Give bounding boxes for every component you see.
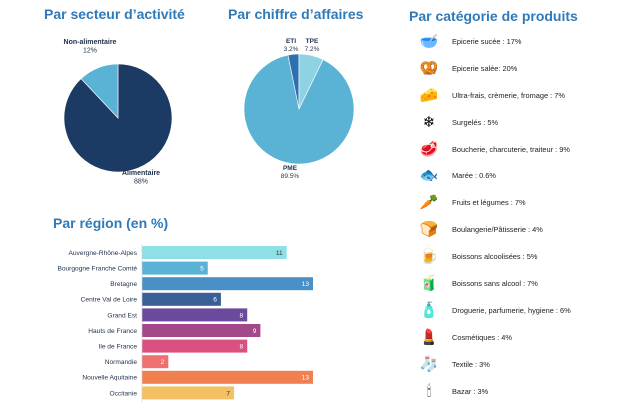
bar-label-grand-est: Grand Est xyxy=(107,312,137,319)
bar-nouvelle-aquitaine xyxy=(142,370,313,384)
bar-value-occitanie: 7 xyxy=(226,390,230,397)
bazar-icon: 🕯 xyxy=(426,381,432,400)
category-label: Fruits et légumes : 7% xyxy=(452,198,526,208)
category-label: Surgelés : 5% xyxy=(452,117,499,127)
bar-grand-est xyxy=(142,308,248,322)
bread-icon: 🍞 xyxy=(419,220,439,239)
pie-label-alimentaire: Alimentaire xyxy=(122,170,160,177)
category-item: 🕯 Bazar : 3% xyxy=(416,378,620,404)
bar-value-bourgogne-franche-comte: 5 xyxy=(200,266,204,273)
bar-normandie xyxy=(142,355,169,369)
juice-icon: 🧃 xyxy=(419,273,439,292)
bar-value-hauts-de-france: 9 xyxy=(253,328,257,335)
category-label: Marée : 0.6% xyxy=(452,171,496,181)
beer-icon: 🍺 xyxy=(419,247,439,266)
category-label: Boissons sans alcool : 7% xyxy=(452,278,538,288)
category-item: 🧃 Boissons sans alcool : 7% xyxy=(416,270,620,297)
product-category-list: 🥣 Epicerie sucée : 17% 🥨 Epicerie salée: 20… xyxy=(416,28,620,404)
vegetables-icon: 🥕 xyxy=(419,193,439,212)
category-item: 🧴 Droguerie, parfumerie, hygiene : 6% xyxy=(416,297,620,324)
bar-hauts-de-france xyxy=(142,324,261,337)
category-label: Cosmétiques : 4% xyxy=(452,332,512,342)
category-label: Droguerie, parfumerie, hygiene : 6% xyxy=(452,305,571,315)
detergent-icon: 🧴 xyxy=(419,300,439,319)
title-chiffre-affaires: Par chiffre d’affaires xyxy=(228,6,364,22)
pie-label-non-alimentaire: Non-alimentaire xyxy=(64,39,117,46)
category-label: Textile : 3% xyxy=(452,359,490,369)
pie-value-pme: 89.5% xyxy=(281,173,300,180)
pie-slice-tpe xyxy=(298,53,324,110)
pie-value-eti: 3.2% xyxy=(284,46,299,53)
lipstick-icon: 💄 xyxy=(419,327,439,346)
pie-value-alimentaire: 88% xyxy=(134,179,148,186)
bar-label-normandie: Normandie xyxy=(105,359,138,366)
category-label: Boucherie, charcuterie, traiteur : 9% xyxy=(452,144,570,154)
bar-label-bretagne: Bretagne xyxy=(110,281,137,288)
meat-icon: 🥩 xyxy=(419,139,439,158)
bar-occitanie xyxy=(142,386,235,400)
pie-secteur: Alimentaire 88% Non-alimentaire 12% xyxy=(64,39,173,186)
textile-icon: 🧦 xyxy=(419,354,439,373)
title-secteur: Par secteur d’activité xyxy=(44,6,185,22)
pie-value-non-alimentaire: 12% xyxy=(83,48,97,55)
cheese-icon: 🧀 xyxy=(419,85,439,104)
cereal-bowl-icon: 🥣 xyxy=(419,31,439,50)
category-item: 🥨 Epicerie salée: 20% xyxy=(416,55,620,82)
category-label: Ultra-frais, crèmerie, fromage : 7% xyxy=(452,90,565,100)
category-label: Boissons alcoolisées : 5% xyxy=(452,252,538,262)
bar-value-grand-est: 8 xyxy=(240,312,244,319)
bar-ile-de-france xyxy=(142,339,248,353)
title-region: Par région (en %) xyxy=(53,215,169,231)
pie-label-pme: PME xyxy=(283,165,298,172)
bar-label-ile-de-france: Ile de France xyxy=(99,344,138,351)
category-item: 🐟 Marée : 0.6% xyxy=(416,162,620,189)
bar-label-centre-val-de-loire: Centre Val de Loire xyxy=(81,297,138,304)
pie-slice-non-alimentaire xyxy=(80,63,119,119)
bar-value-auvergne-rhone-alpes: 11 xyxy=(276,250,283,257)
pie-slice-pme xyxy=(243,54,355,165)
category-item: 💄 Cosmétiques : 4% xyxy=(416,324,620,351)
crackers-icon: 🥨 xyxy=(419,58,439,77)
bar-value-bretagne: 13 xyxy=(302,281,310,288)
bar-label-occitanie: Occitanie xyxy=(110,390,138,397)
pie-label-eti: ETI xyxy=(286,38,296,45)
bar-label-hauts-de-france: Hauts de France xyxy=(88,328,137,335)
bar-value-ile-de-france: 8 xyxy=(240,344,244,351)
category-item: 🧀 Ultra-frais, crèmerie, fromage : 7% xyxy=(416,82,620,109)
category-label: Bazar : 3% xyxy=(452,386,489,396)
title-categorie-produits: Par catégorie de produits xyxy=(409,8,578,24)
bar-bourgogne-franche-comte xyxy=(142,261,208,275)
bar-centre-val-de-loire xyxy=(142,292,221,306)
fish-icon: 🐟 xyxy=(419,166,439,185)
bar-value-nouvelle-aquitaine: 13 xyxy=(302,375,310,382)
category-item: 🍞 Boulangerie/Pâtisserie : 4% xyxy=(416,216,620,243)
bar-label-nouvelle-aquitaine: Nouvelle Aquitaine xyxy=(82,375,137,382)
bar-value-normandie: 2 xyxy=(161,359,165,366)
category-label: Boulangerie/Pâtisserie : 4% xyxy=(452,225,543,235)
bar-value-centre-val-de-loire: 6 xyxy=(213,297,217,304)
category-item: 🥣 Epicerie sucée : 17% xyxy=(416,28,620,55)
category-label: Epicerie sucée : 17% xyxy=(452,36,522,46)
category-item: 🧦 Textile : 3% xyxy=(416,351,620,378)
bar-auvergne-rhone-alpes xyxy=(142,246,287,259)
pie-value-tpe: 7.2% xyxy=(305,46,320,53)
bar-label-bourgogne-franche-comte: Bourgogne Franche Comté xyxy=(57,266,137,273)
category-item: 🍺 Boissons alcoolisées : 5% xyxy=(416,243,620,270)
bar-chart-region: Auvergne-Rhône-Alpes 11 Bourgogne Franche … xyxy=(57,244,313,402)
category-item: 🥩 Boucherie, charcuterie, traiteur : 9% xyxy=(416,136,620,163)
category-label: Epicerie salée: 20% xyxy=(452,63,518,73)
snowflake-icon: ❄ xyxy=(422,112,436,131)
pie-label-tpe: TPE xyxy=(306,38,319,45)
bar-label-auvergne-rhone-alpes: Auvergne-Rhône-Alpes xyxy=(68,250,137,257)
bar-bretagne xyxy=(142,277,313,291)
category-item: ❄ Surgelés : 5% xyxy=(416,109,620,136)
category-item: 🥕 Fruits et légumes : 7% xyxy=(416,189,620,216)
